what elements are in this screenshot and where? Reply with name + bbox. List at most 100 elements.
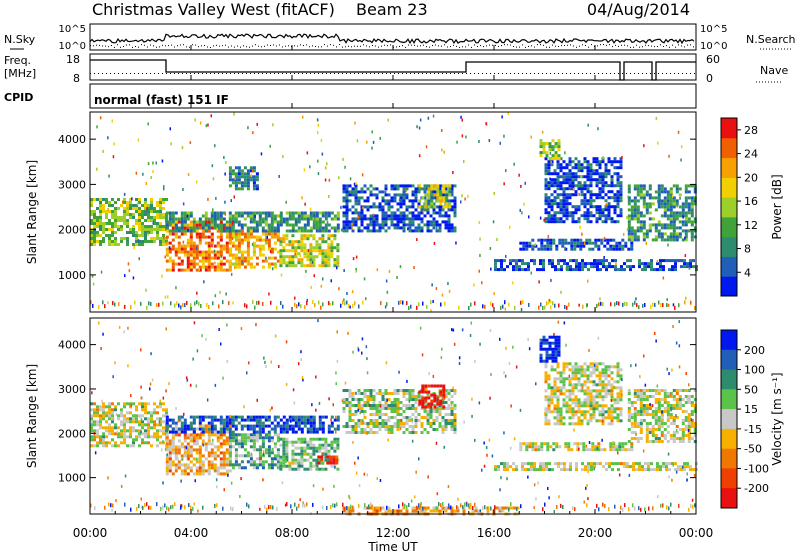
- nave-dot: [394, 73, 395, 74]
- power-ground-scatter: [298, 302, 300, 307]
- power-cell: [677, 259, 680, 263]
- power-cell: [198, 253, 202, 257]
- power-y-tick-label: 2000: [58, 224, 86, 237]
- power-speckle: [655, 116, 658, 120]
- power-cell: [237, 244, 241, 248]
- velocity-cell: [213, 427, 217, 431]
- velocity-cell: [114, 432, 117, 436]
- power-cell: [204, 259, 208, 263]
- power-cell: [207, 226, 211, 230]
- velocity-cell: [162, 420, 165, 424]
- power-cell: [234, 220, 238, 224]
- power-cell: [231, 256, 235, 260]
- noise-search-dot: [285, 45, 286, 47]
- velocity-cell: [123, 435, 126, 439]
- velocity-cell: [433, 393, 437, 397]
- power-cell: [273, 220, 277, 224]
- power-cell: [424, 205, 428, 209]
- power-cell: [207, 223, 211, 227]
- velocity-cell: [420, 425, 424, 428]
- power-cell: [231, 172, 235, 176]
- power-cell: [207, 268, 211, 272]
- power-cell: [228, 172, 232, 176]
- velocity-cell: [503, 462, 506, 466]
- power-cell: [132, 228, 135, 231]
- date-label: 04/Aug/2014: [587, 0, 690, 19]
- power-cell: [638, 265, 641, 269]
- power-cell: [99, 207, 102, 210]
- power-cell: [396, 223, 400, 227]
- power-cell: [201, 262, 205, 266]
- velocity-cell: [216, 436, 220, 440]
- nave-dot: [366, 73, 367, 74]
- velocity-cell: [189, 445, 193, 449]
- power-speckle: [133, 246, 135, 250]
- power-cell: [315, 243, 319, 247]
- power-cell: [583, 199, 587, 203]
- noise-search-dot: [600, 44, 601, 46]
- velocity-cell: [105, 426, 108, 430]
- power-cell: [565, 178, 569, 182]
- velocity-cell: [405, 404, 409, 407]
- power-cell: [686, 262, 689, 266]
- power-cell: [654, 229, 658, 233]
- power-cell: [201, 232, 205, 236]
- power-cell: [306, 229, 310, 233]
- power-speckle: [104, 222, 106, 226]
- power-cell: [666, 208, 670, 212]
- power-cell: [354, 220, 358, 224]
- velocity-cell: [282, 424, 286, 428]
- velocity-cell: [219, 424, 223, 428]
- power-cell: [144, 204, 147, 207]
- power-cell: [619, 208, 623, 212]
- power-speckle: [266, 227, 269, 231]
- nave-dot: [582, 73, 583, 74]
- power-cell: [249, 226, 253, 230]
- power-cell: [282, 220, 286, 224]
- velocity-cell: [156, 444, 159, 448]
- power-speckle: [579, 225, 581, 229]
- noise-search-dot: [126, 44, 127, 46]
- velocity-cell: [144, 402, 147, 406]
- power-band-12: [627, 184, 697, 242]
- power-cell: [93, 240, 96, 243]
- power-cell: [282, 240, 286, 244]
- velocity-cell: [414, 419, 418, 422]
- power-cell: [595, 211, 599, 215]
- velocity-cell: [135, 414, 138, 418]
- noise-search-dot: [174, 46, 175, 48]
- power-speckle: [443, 150, 445, 154]
- power-cell: [594, 241, 598, 245]
- velocity-cell: [246, 424, 250, 428]
- velocity-cell: [108, 426, 111, 430]
- velocity-cell: [333, 437, 337, 441]
- velocity-cell: [421, 396, 425, 400]
- power-cell: [588, 238, 592, 242]
- power-cell: [595, 157, 599, 161]
- power-cell: [629, 259, 632, 263]
- power-cell: [114, 210, 117, 213]
- power-cell: [399, 211, 403, 215]
- noise-search-dot: [564, 45, 565, 46]
- power-cell: [663, 199, 667, 203]
- power-cell: [550, 208, 554, 212]
- velocity-cell: [515, 465, 518, 469]
- power-cell: [204, 268, 208, 272]
- power-cell: [607, 172, 611, 176]
- power-cell: [553, 181, 557, 185]
- power-cell: [598, 208, 602, 212]
- velocity-cell: [288, 427, 292, 431]
- power-cell: [165, 247, 169, 251]
- nave-dot: [518, 73, 519, 74]
- power-ground-scatter: [694, 306, 696, 310]
- power-cell: [552, 238, 556, 242]
- power-cell: [577, 175, 581, 179]
- velocity-cell: [390, 392, 394, 395]
- noise-search-dot: [123, 46, 124, 47]
- power-cell: [192, 241, 196, 245]
- velocity-cell: [590, 462, 593, 466]
- power-cell: [90, 243, 93, 246]
- power-speckle: [441, 129, 443, 132]
- power-cell: [249, 256, 253, 260]
